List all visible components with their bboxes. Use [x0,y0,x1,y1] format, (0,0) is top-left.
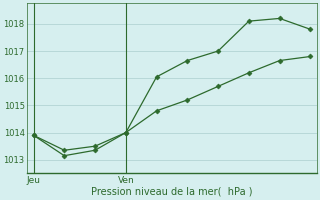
X-axis label: Pression niveau de la mer(  hPa ): Pression niveau de la mer( hPa ) [91,187,253,197]
